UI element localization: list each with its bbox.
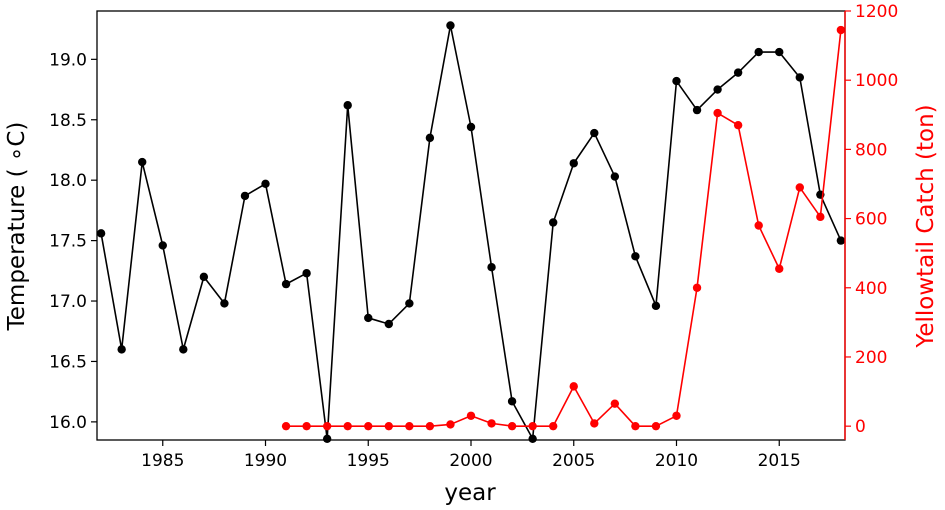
temperature-point bbox=[138, 157, 147, 167]
temperature-point bbox=[364, 313, 373, 323]
temperature-line bbox=[100, 24, 842, 440]
temperature-point bbox=[692, 105, 702, 115]
catch-point bbox=[672, 411, 681, 420]
catch-point bbox=[795, 183, 804, 192]
temperature-point bbox=[466, 122, 476, 132]
catch-point bbox=[446, 420, 455, 429]
temperature-point bbox=[343, 101, 352, 110]
catch-point bbox=[322, 421, 332, 431]
catch-point bbox=[466, 411, 476, 420]
temperature-point bbox=[302, 269, 311, 278]
temperature-point bbox=[528, 434, 537, 443]
temperature-point bbox=[425, 133, 435, 143]
y-right-tick-label: 600 bbox=[855, 210, 887, 230]
temperature-point bbox=[754, 47, 763, 57]
catch-point bbox=[569, 382, 578, 391]
y-left-tick-label: 18.0 bbox=[49, 171, 87, 191]
y-left-tick-label: 19.0 bbox=[49, 50, 87, 70]
temperature-point bbox=[240, 191, 250, 201]
temperature-point bbox=[220, 299, 229, 308]
temperature-point bbox=[179, 345, 188, 354]
temperature-series bbox=[96, 21, 846, 443]
catch-point bbox=[590, 419, 599, 428]
y-left-tick-label: 18.5 bbox=[49, 111, 87, 131]
x-tick-label: 2000 bbox=[449, 451, 492, 471]
catch-point bbox=[425, 421, 435, 431]
x-tick-label: 2015 bbox=[758, 451, 801, 471]
plot-frame bbox=[96, 10, 846, 441]
temperature-point bbox=[281, 279, 291, 289]
temperature-point bbox=[199, 272, 209, 282]
catch-point bbox=[692, 283, 702, 292]
temperature-point bbox=[384, 319, 394, 329]
temperature-point bbox=[96, 229, 106, 238]
temperature-point bbox=[548, 218, 558, 227]
catch-point bbox=[610, 399, 620, 408]
catch-line bbox=[286, 29, 842, 427]
catch-point bbox=[281, 421, 291, 431]
catch-point bbox=[528, 421, 537, 431]
x-tick-label: 2010 bbox=[655, 451, 698, 471]
y-right-tick-label: 1000 bbox=[855, 71, 898, 91]
catch-point bbox=[733, 120, 743, 130]
catch-point bbox=[302, 421, 311, 431]
catch-point bbox=[754, 221, 763, 230]
catch-point bbox=[651, 421, 661, 431]
temperature-point bbox=[569, 159, 578, 168]
temperature-point bbox=[158, 241, 167, 250]
y-left-tick-label: 16.0 bbox=[49, 413, 87, 433]
temperature-point bbox=[836, 236, 846, 245]
catch-point bbox=[343, 421, 352, 431]
right-y-axis: 0 200 400 600 800 1000 1200 bbox=[844, 2, 898, 440]
y-left-tick-label: 17.0 bbox=[49, 292, 87, 312]
x-axis-title: year bbox=[444, 480, 496, 506]
left-y-axis-title: Temperature ( ∘C) bbox=[4, 122, 30, 332]
x-tick-label: 1990 bbox=[244, 451, 287, 471]
temperature-point bbox=[487, 262, 496, 272]
catch-point bbox=[631, 421, 640, 431]
temperature-point bbox=[672, 76, 681, 86]
left-y-axis: 16.0 16.5 17.0 17.5 18.0 18.5 19.0 bbox=[49, 50, 97, 433]
temperature-point bbox=[713, 85, 722, 94]
catch-point bbox=[364, 421, 373, 431]
temperature-point bbox=[795, 73, 804, 82]
catch-point bbox=[816, 212, 825, 222]
catch-point bbox=[713, 108, 722, 118]
catch-point bbox=[507, 421, 517, 431]
catch-point bbox=[836, 25, 846, 35]
x-tick-label: 1985 bbox=[141, 451, 184, 471]
x-axis: 1985 1990 1995 2000 2005 2010 2015 bbox=[141, 440, 801, 471]
temperature-point bbox=[610, 172, 620, 181]
y-right-tick-label: 1200 bbox=[855, 2, 898, 22]
temperature-point bbox=[405, 299, 414, 308]
temperature-point bbox=[651, 301, 661, 311]
y-left-tick-label: 16.5 bbox=[49, 352, 87, 372]
y-right-tick-label: 800 bbox=[855, 140, 887, 160]
x-tick-label: 1995 bbox=[347, 451, 390, 471]
catch-point bbox=[405, 421, 414, 431]
temperature-point bbox=[261, 179, 270, 189]
y-right-tick-label: 400 bbox=[855, 279, 887, 299]
y-right-tick-label: 0 bbox=[855, 417, 866, 437]
temperature-point bbox=[507, 397, 517, 406]
temperature-point bbox=[117, 345, 126, 354]
catch-series bbox=[281, 25, 846, 431]
temperature-point bbox=[322, 434, 332, 443]
temperature-point bbox=[631, 252, 640, 261]
temperature-point bbox=[590, 128, 599, 138]
catch-point bbox=[487, 419, 496, 428]
catch-point bbox=[548, 421, 558, 431]
temperature-point bbox=[446, 21, 455, 30]
temperature-point bbox=[733, 68, 743, 77]
y-left-tick-label: 17.5 bbox=[49, 232, 87, 252]
temperature-point bbox=[775, 47, 784, 57]
catch-point bbox=[384, 421, 394, 431]
catch-point bbox=[775, 264, 784, 273]
y-right-tick-label: 200 bbox=[855, 348, 887, 368]
x-tick-label: 2005 bbox=[552, 451, 595, 471]
right-y-axis-title: Yellowtail Catch (ton) bbox=[913, 104, 939, 348]
